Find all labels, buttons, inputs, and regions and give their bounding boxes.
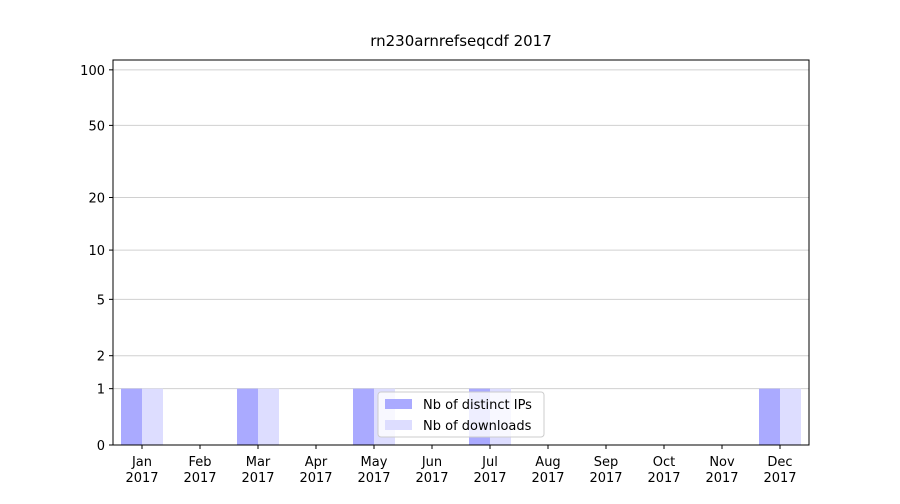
plot-frame <box>112 59 810 446</box>
y-tick-label: 100 <box>80 64 105 79</box>
x-tick-label: Mar 2017 <box>241 455 274 486</box>
x-tick-label: Feb 2017 <box>183 455 216 486</box>
legend-label: Nb of downloads <box>423 419 532 434</box>
x-tick-label: Jun 2017 <box>415 455 448 486</box>
y-tick-label: 10 <box>88 244 105 259</box>
legend-swatch <box>385 420 412 430</box>
y-tick-label: 0 <box>97 439 105 454</box>
y-tick-label: 5 <box>97 293 105 308</box>
bar <box>121 388 142 445</box>
bar <box>780 388 801 445</box>
y-tick-label: 1 <box>97 383 105 398</box>
y-tick-label: 50 <box>88 119 105 134</box>
bar <box>258 388 279 445</box>
y-tick-label: 20 <box>88 192 105 207</box>
chart-title: rn230arnrefseqcdf 2017 <box>370 32 552 50</box>
x-tick-label: Aug 2017 <box>531 455 564 486</box>
x-tick-label: Jul 2017 <box>473 455 506 486</box>
bar <box>237 388 258 445</box>
legend-box <box>377 391 545 438</box>
x-tick-label: Apr 2017 <box>299 455 332 486</box>
bar <box>759 388 780 445</box>
x-tick-label: May 2017 <box>357 455 390 486</box>
x-tick-label: Nov 2017 <box>705 455 738 486</box>
bar <box>353 388 374 445</box>
x-tick-label: Dec 2017 <box>763 455 796 486</box>
x-tick-label: Sep 2017 <box>589 455 622 486</box>
y-tick-label: 2 <box>97 350 105 365</box>
legend-swatch <box>385 399 412 409</box>
x-tick-label: Jan 2017 <box>125 455 158 486</box>
x-tick-label: Oct 2017 <box>647 455 680 486</box>
legend-label: Nb of distinct IPs <box>423 398 532 413</box>
bar <box>142 388 163 445</box>
